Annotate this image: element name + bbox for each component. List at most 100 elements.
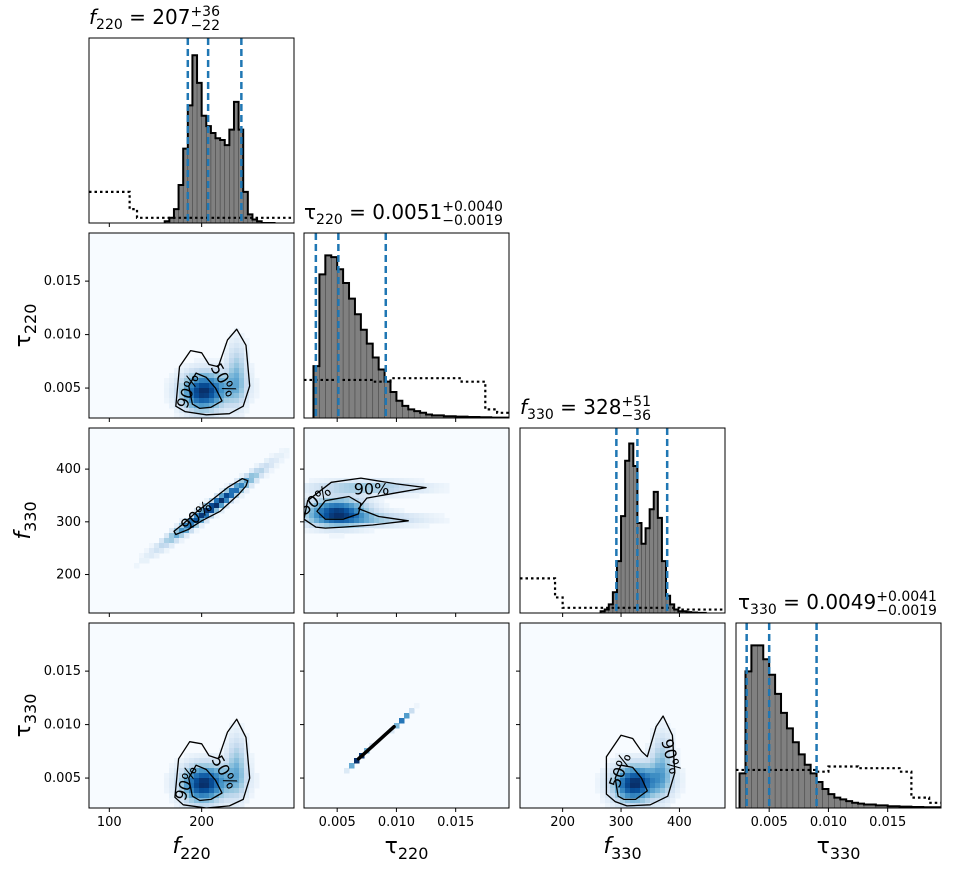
density-cell xyxy=(359,508,365,514)
density-cell xyxy=(344,483,350,489)
density-cell xyxy=(234,373,240,379)
density-cell xyxy=(199,773,205,779)
density-cell xyxy=(269,463,275,469)
density-cell xyxy=(600,778,606,784)
density-cell xyxy=(224,398,230,404)
density-cell xyxy=(414,488,420,494)
density-cell xyxy=(389,483,395,489)
density-cell xyxy=(249,783,255,789)
density-cell xyxy=(249,378,255,384)
density-cell xyxy=(189,408,195,414)
density-cell xyxy=(670,788,676,794)
density-tau220-f330: 90%50% xyxy=(304,428,509,613)
density-cell xyxy=(174,798,180,804)
density-cell xyxy=(635,793,641,799)
density-cell xyxy=(354,483,360,489)
density-cell xyxy=(309,493,315,499)
density-cell xyxy=(219,763,225,769)
density-cell xyxy=(209,408,215,414)
density-cell xyxy=(214,398,220,404)
density-cell xyxy=(374,518,380,524)
density-cell xyxy=(595,778,601,784)
density-cell xyxy=(615,758,621,764)
density-cell xyxy=(219,753,225,759)
density-cell xyxy=(169,768,175,774)
density-cell xyxy=(334,503,340,509)
density-cell xyxy=(164,548,170,554)
density-cell xyxy=(234,733,240,739)
density-cell xyxy=(389,478,395,484)
density-cell xyxy=(224,788,230,794)
density-cell xyxy=(234,358,240,364)
density-cell xyxy=(204,793,210,799)
density-cell xyxy=(199,513,205,519)
density-cell xyxy=(239,778,245,784)
density-cell xyxy=(630,788,636,794)
density-cell xyxy=(199,368,205,374)
histogram-f220 xyxy=(89,38,294,223)
density-cell xyxy=(254,773,260,779)
density-cell xyxy=(379,478,385,484)
density-cell xyxy=(204,403,210,409)
density-cell xyxy=(409,708,415,714)
density-cell xyxy=(204,773,210,779)
density-cell xyxy=(670,773,676,779)
density-cell xyxy=(650,773,656,779)
density-cell xyxy=(249,368,255,374)
density-cell xyxy=(670,753,676,759)
density-cell xyxy=(665,783,671,789)
density-cell xyxy=(660,728,666,734)
density-cell xyxy=(234,328,240,334)
density-cell xyxy=(239,358,245,364)
density-cell xyxy=(239,338,245,344)
density-cell xyxy=(224,783,230,789)
density-cell xyxy=(630,798,636,804)
density-cell xyxy=(244,398,250,404)
density-cell xyxy=(224,358,230,364)
density-cell xyxy=(645,793,651,799)
density-cell xyxy=(384,493,390,499)
density-cell xyxy=(399,493,405,499)
density-cell xyxy=(404,513,410,519)
density-cell xyxy=(249,363,255,369)
density-cell xyxy=(349,498,355,504)
density-cell xyxy=(184,393,190,399)
density-cell xyxy=(139,558,145,564)
density-cell xyxy=(219,508,225,514)
density-cell xyxy=(384,488,390,494)
y-axis-label-tau330: τ330 xyxy=(11,694,40,738)
density-cell xyxy=(204,398,210,404)
posterior-fill-f330 xyxy=(600,443,706,613)
density-cell xyxy=(605,783,611,789)
density-cell xyxy=(309,528,315,534)
density-cell xyxy=(199,398,205,404)
density-cell xyxy=(314,513,320,519)
density-cell xyxy=(339,533,345,539)
density-cell xyxy=(174,378,180,384)
contour-90pct xyxy=(614,764,648,801)
density-cell xyxy=(199,393,205,399)
density-cell xyxy=(625,763,631,769)
density-cell xyxy=(194,358,200,364)
panel-title-tau330: τ330 = 0.0049+0.0041 −0.0019 xyxy=(738,589,937,619)
density-cell xyxy=(625,778,631,784)
density-cell xyxy=(349,508,355,514)
density-cell xyxy=(144,548,150,554)
density-cell xyxy=(334,478,340,484)
density-cell xyxy=(244,358,250,364)
contour-90pct xyxy=(173,477,249,536)
density-cell xyxy=(314,528,320,534)
density-cell xyxy=(204,393,210,399)
density-cell xyxy=(219,758,225,764)
density-cell xyxy=(194,753,200,759)
density-cell xyxy=(364,518,370,524)
density-cell xyxy=(244,403,250,409)
density-cell xyxy=(384,503,390,509)
density-cell xyxy=(359,503,365,509)
contour-line xyxy=(356,724,396,761)
density-cell xyxy=(199,378,205,384)
density-cell xyxy=(234,738,240,744)
density-cell xyxy=(194,388,200,394)
density-cell xyxy=(184,783,190,789)
density-cell xyxy=(329,488,335,494)
